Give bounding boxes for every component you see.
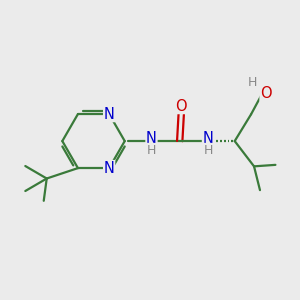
Text: H: H [203, 143, 213, 157]
Text: N: N [146, 131, 157, 146]
Text: H: H [248, 76, 257, 89]
Text: O: O [260, 86, 272, 101]
Text: O: O [176, 98, 187, 113]
Text: N: N [202, 131, 213, 146]
Text: N: N [104, 106, 115, 122]
Text: H: H [147, 143, 156, 157]
Text: N: N [104, 160, 115, 175]
